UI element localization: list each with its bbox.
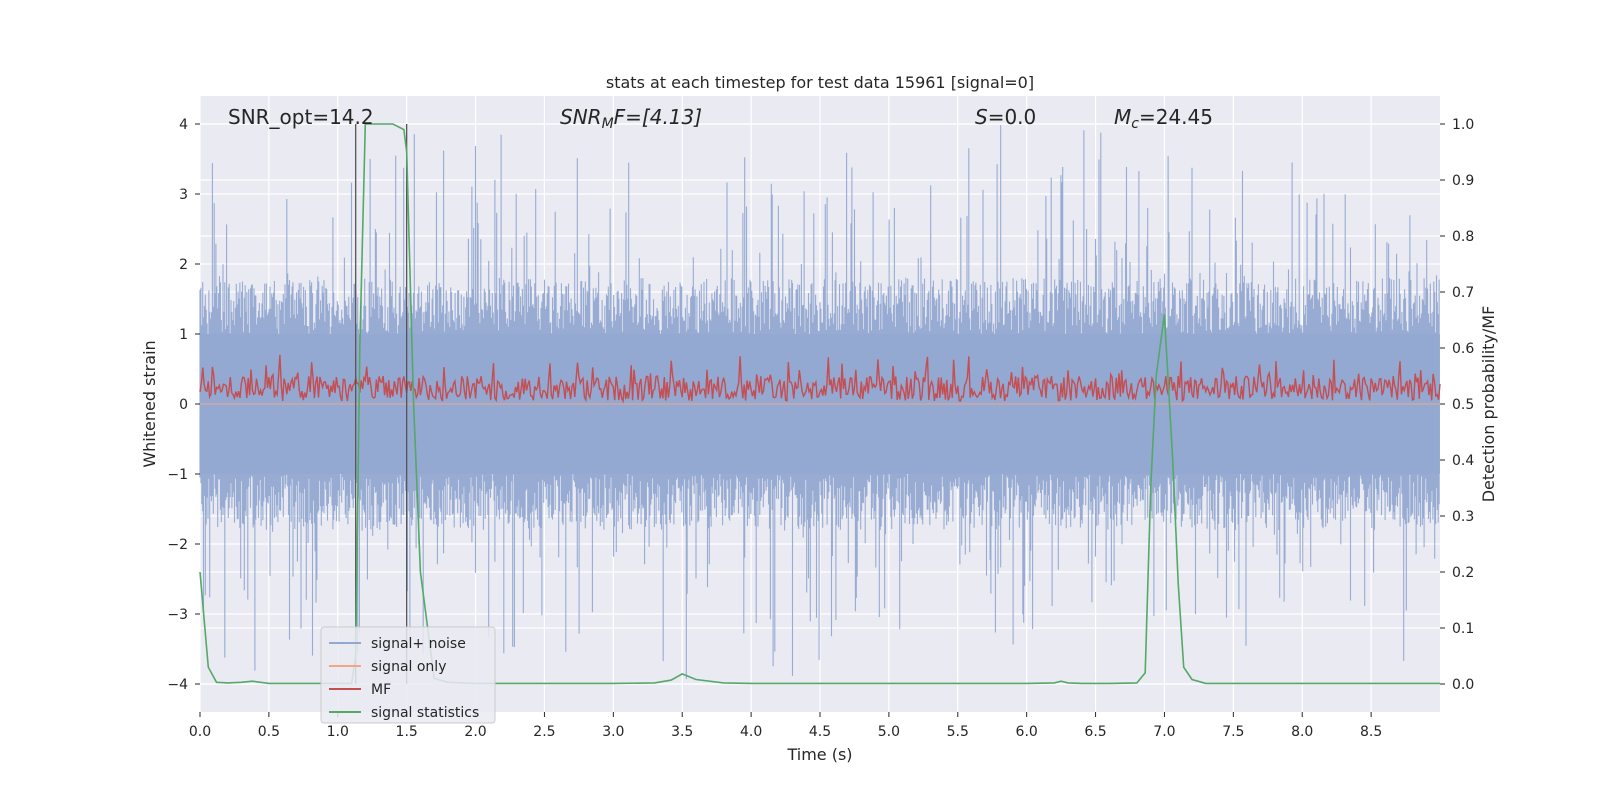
x-tick-label-1: 0.5 [258,724,280,740]
annotation-snr-opt: SNR_opt=14.2 [228,105,374,129]
right-tick-label-5: 0.5 [1452,397,1474,413]
x-tick-label-9: 4.5 [809,724,831,740]
left-tick-label-5: −1 [167,467,188,483]
legend-label-1: signal only [371,659,446,675]
left-tick-label-0: 4 [179,117,188,133]
s-symbol: S [975,105,988,129]
x-tick-label-7: 3.5 [671,724,693,740]
left-tick-label-3: 1 [179,327,188,343]
x-tick-label-6: 3.0 [602,724,624,740]
mc-symbol: M [1114,105,1131,129]
x-tick-label-13: 6.5 [1084,724,1106,740]
left-tick-label-6: −2 [167,537,188,553]
x-tick-label-12: 6.0 [1016,724,1038,740]
x-tick-label-0: 0.0 [189,724,211,740]
right-tick-label-6: 0.4 [1452,453,1474,469]
chart-title: stats at each timestep for test data 159… [606,73,1034,92]
mc-value: =24.45 [1139,105,1213,129]
right-tick-label-4: 0.6 [1452,341,1474,357]
legend-label-3: signal statistics [371,705,479,721]
annotation-mc: Mc=24.45 [1114,105,1213,132]
x-axis-label: Time (s) [786,745,852,764]
mc-sub: c [1131,116,1139,132]
left-axis-ticks: 4 3 2 1 0 −1 −2 −3 −4 [167,117,200,693]
legend: signal+ noise signal only MF signal statist… [320,626,496,724]
left-tick-label-1: 3 [179,187,188,203]
snr-mf-main: SNR [560,105,602,129]
snr-mf-rest: F=[4.13] [614,105,702,129]
right-tick-label-10: 0.0 [1452,677,1474,693]
x-tick-label-2: 1.0 [327,724,349,740]
y-axis-right-label: Detection probability/MF [1479,306,1498,503]
left-tick-label-4: 0 [179,397,188,413]
x-tick-label-3: 1.5 [396,724,418,740]
right-tick-label-1: 0.9 [1452,173,1474,189]
x-axis-ticks: 0.0 0.5 1.0 1.5 2.0 2.5 3.0 3.5 4.0 4.5 5.0 5.5 6.0 6… [189,712,1382,740]
right-tick-label-9: 0.1 [1452,621,1474,637]
right-tick-label-0: 1.0 [1452,117,1474,133]
x-tick-label-4: 2.0 [464,724,486,740]
annotation-s: S=0.0 [975,105,1036,129]
annotation-snr-mf: SNRMF=[4.13] [560,105,702,132]
left-tick-label-8: −4 [167,677,188,693]
x-tick-label-16: 8.0 [1291,724,1313,740]
s-value: =0.0 [988,105,1037,129]
marker-lines [355,124,408,684]
left-tick-label-2: 2 [179,257,188,273]
y-axis-label: Whitened strain [140,340,159,467]
right-axis-ticks: 1.0 0.9 0.8 0.7 0.6 0.5 0.4 0.3 0.2 0.1 0.0 [1440,117,1474,693]
left-tick-label-7: −3 [167,607,188,623]
snr-mf-sub: M [602,116,614,132]
right-tick-label-7: 0.3 [1452,509,1474,525]
x-tick-label-14: 7.0 [1153,724,1175,740]
x-tick-label-8: 4.0 [740,724,762,740]
x-tick-label-11: 5.5 [947,724,969,740]
x-tick-label-15: 7.5 [1222,724,1244,740]
x-tick-label-10: 5.0 [878,724,900,740]
right-tick-label-3: 0.7 [1452,285,1474,301]
x-tick-label-17: 8.5 [1360,724,1382,740]
right-tick-label-2: 0.8 [1452,229,1474,245]
x-tick-label-5: 2.5 [533,724,555,740]
legend-box [320,626,496,724]
right-tick-label-8: 0.2 [1452,565,1474,581]
legend-label-2: MF [371,682,391,698]
legend-label-0: signal+ noise [371,636,466,652]
